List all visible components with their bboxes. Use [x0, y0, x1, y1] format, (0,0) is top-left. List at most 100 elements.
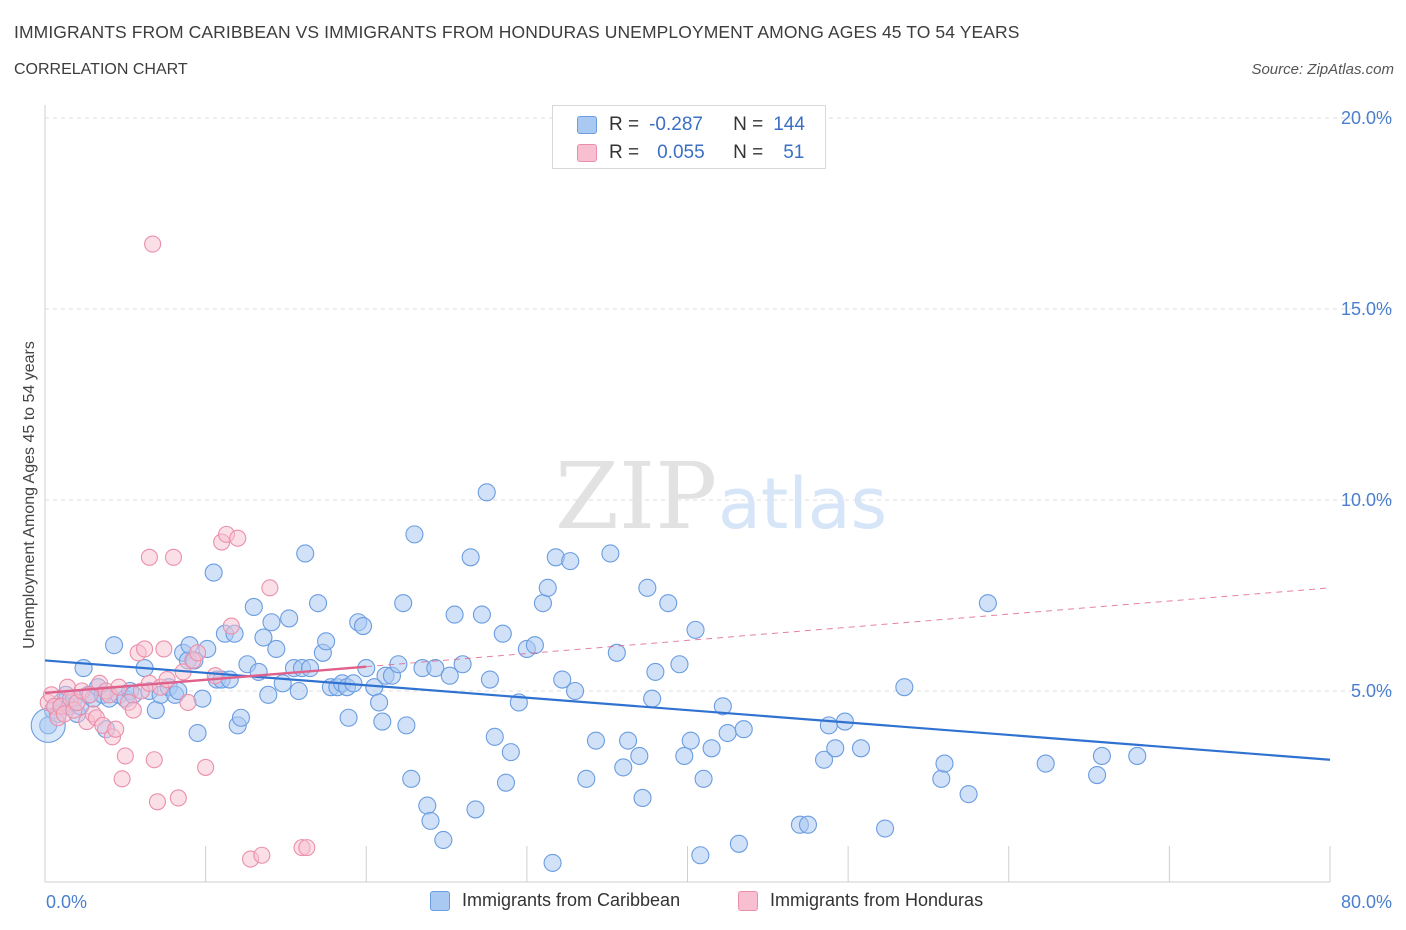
point-caribbean [525, 636, 544, 655]
legend-label-caribbean: Immigrants from Caribbean [462, 890, 681, 910]
stats-legend: R = -0.287 N = 144 R = 0.055 N = 51 [552, 105, 826, 169]
point-caribbean [646, 662, 665, 681]
watermark: ZIP atlas [555, 443, 887, 550]
series-honduras-points [39, 235, 316, 868]
point-caribbean [935, 754, 954, 773]
point-caribbean [895, 678, 914, 697]
point-honduras [124, 701, 142, 719]
chart-subtitle: CORRELATION CHART [14, 61, 188, 78]
legend-swatch-honduras [577, 144, 597, 162]
point-caribbean [819, 716, 838, 735]
point-honduras [144, 235, 162, 253]
legend-row-honduras: R = 0.055 N = 51 [577, 142, 804, 164]
point-honduras [164, 548, 183, 566]
point-caribbean [686, 620, 705, 639]
point-honduras [113, 770, 131, 788]
point-caribbean [493, 624, 512, 643]
legend-item-honduras: Immigrants from Honduras [738, 890, 983, 911]
point-caribbean [280, 609, 299, 628]
legend-r-label: R = [609, 114, 640, 135]
point-caribbean [718, 723, 737, 743]
y-tick-label: 5.0% [1351, 681, 1392, 701]
legend-r-value: 0.055 [657, 142, 705, 163]
legend-n-value: 144 [773, 114, 805, 135]
point-caribbean [1128, 746, 1147, 765]
point-caribbean [501, 743, 520, 762]
point-honduras [189, 644, 207, 662]
point-caribbean [876, 819, 895, 838]
trend-line-honduras-extension [366, 587, 1331, 668]
point-caribbean [659, 594, 678, 613]
point-caribbean [586, 731, 605, 750]
point-caribbean [630, 746, 649, 765]
point-caribbean [978, 594, 997, 613]
point-caribbean [353, 617, 373, 636]
point-honduras [229, 529, 247, 547]
point-caribbean [543, 853, 562, 872]
point-caribbean [533, 594, 552, 613]
trend-line-honduras [44, 665, 367, 695]
point-honduras [107, 720, 125, 738]
point-honduras [206, 667, 224, 685]
legend-r-value: -0.287 [649, 114, 703, 135]
point-caribbean [317, 632, 336, 651]
point-caribbean [691, 846, 710, 865]
point-caribbean [434, 830, 453, 850]
point-caribbean [601, 544, 620, 563]
point-caribbean [496, 773, 516, 792]
point-honduras [197, 758, 215, 776]
point-caribbean [267, 639, 286, 659]
point-caribbean [577, 769, 596, 788]
point-caribbean [643, 689, 662, 708]
point-honduras [81, 686, 99, 704]
legend-n-label: N = [733, 114, 764, 135]
point-caribbean [402, 769, 421, 788]
point-honduras [148, 793, 166, 811]
point-caribbean [561, 552, 580, 571]
x-tick-label-max: 80.0% [1341, 892, 1392, 912]
point-caribbean [826, 739, 845, 758]
tick-labels: 5.0% 10.0% 15.0% 20.0% 0.0% 80.0% [46, 108, 1392, 912]
point-caribbean [675, 746, 694, 765]
point-caribbean [394, 594, 413, 613]
y-tick-label: 10.0% [1341, 490, 1392, 510]
point-caribbean [204, 563, 223, 582]
y-axis-title: Unemployment Among Ages 45 to 54 years [21, 341, 38, 649]
source-label: Source: ZipAtlas.com [1251, 61, 1394, 78]
legend-item-caribbean: Immigrants from Caribbean [430, 890, 680, 911]
point-caribbean [959, 785, 978, 804]
point-caribbean [421, 811, 440, 830]
point-caribbean [254, 628, 273, 647]
legend-r-label: R = [609, 142, 640, 163]
point-caribbean [638, 578, 657, 597]
chart-title: IMMIGRANTS FROM CARIBBEAN VS IMMIGRANTS … [14, 22, 1020, 42]
legend-n-label: N = [733, 142, 764, 163]
point-caribbean [397, 716, 416, 735]
point-caribbean [607, 643, 626, 662]
point-caribbean [440, 666, 459, 685]
point-caribbean [681, 731, 700, 750]
trend-line-caribbean [44, 659, 1331, 761]
point-caribbean [619, 731, 638, 750]
point-honduras [261, 579, 279, 597]
point-caribbean [259, 685, 278, 704]
point-caribbean [1092, 746, 1111, 765]
point-caribbean [426, 659, 445, 678]
point-honduras [116, 747, 134, 765]
legend-label-honduras: Immigrants from Honduras [770, 890, 984, 910]
point-caribbean [188, 723, 207, 743]
legend-swatch-caribbean [577, 116, 597, 134]
watermark-zip: ZIP [555, 443, 717, 550]
legend-row-caribbean: R = -0.287 N = 144 [577, 114, 805, 136]
point-caribbean [296, 544, 315, 563]
point-caribbean [309, 594, 328, 613]
point-caribbean [461, 548, 480, 567]
point-caribbean [373, 712, 392, 731]
point-caribbean [814, 750, 834, 769]
point-caribbean [146, 701, 165, 720]
point-honduras [169, 789, 187, 807]
point-honduras [158, 670, 176, 689]
point-caribbean [734, 720, 753, 739]
x-tick-label-min: 0.0% [46, 892, 87, 912]
point-honduras [140, 548, 158, 566]
